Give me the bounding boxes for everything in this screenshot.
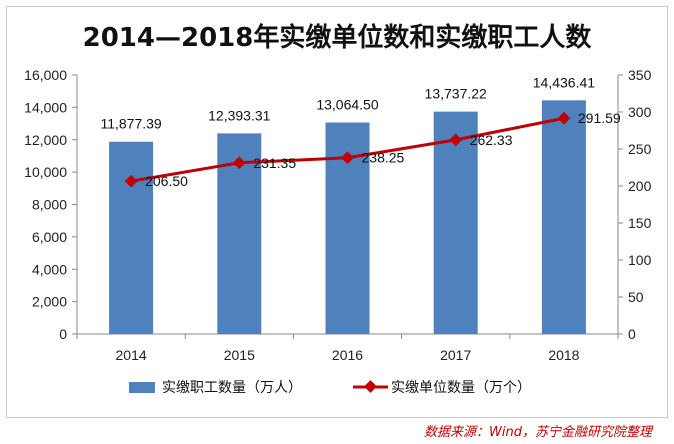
y-left-tick-label: 2,000 <box>32 294 67 310</box>
bar-value-label: 12,393.31 <box>208 107 270 123</box>
bar <box>433 111 478 334</box>
axes: 0 2,000 4,000 6,000 8,000 10,000 12,000 14,000 1… <box>24 67 651 363</box>
y-left-tick-label: 12,000 <box>24 132 67 148</box>
y-right-tick-label: 200 <box>628 178 652 194</box>
y-left-tick-label: 10,000 <box>24 164 67 180</box>
y-right-tick-label: 300 <box>628 104 652 120</box>
y-left-tick-label: 16,000 <box>24 67 67 83</box>
bar-value-label: 13,737.22 <box>425 86 487 102</box>
legend-bar-label: 实缴职工数量（万人） <box>162 380 302 396</box>
y-right-tick-label: 350 <box>628 67 652 83</box>
legend: 实缴职工数量（万人） 实缴单位数量（万个） <box>129 380 531 396</box>
line-value-label: 262.33 <box>470 132 513 148</box>
line-marker <box>232 156 246 170</box>
bar <box>109 141 154 334</box>
y-left-tick-label: 0 <box>59 326 67 342</box>
x-tick-label: 2018 <box>548 347 579 363</box>
chart-frame <box>6 6 668 418</box>
legend-bar-swatch <box>129 382 155 393</box>
bar-series <box>109 100 586 335</box>
data-labels: 11,877.39 12,393.31 13,064.50 13,737.22 14,4… <box>100 74 620 189</box>
line-value-label: 231.35 <box>253 155 296 171</box>
bar-value-label: 11,877.39 <box>100 116 161 132</box>
legend-line-label: 实缴单位数量（万个） <box>391 380 531 396</box>
x-tick-label: 2014 <box>116 347 147 363</box>
x-tick-label: 2015 <box>224 347 255 363</box>
bar-value-label: 14,436.41 <box>533 74 595 90</box>
chart-title: 2014—2018年实缴单位数和实缴职工人数 <box>83 22 593 53</box>
bar-value-label: 13,064.50 <box>316 97 378 113</box>
y-left-tick-label: 14,000 <box>24 99 67 115</box>
line-value-label: 206.50 <box>145 173 188 189</box>
x-tick-label: 2017 <box>440 347 471 363</box>
y-left-tick-label: 4,000 <box>32 261 67 277</box>
source-note: 数据来源：Wind，苏宁金融研究院整理 <box>424 424 654 440</box>
y-right-tick-label: 150 <box>628 215 652 231</box>
y-left-tick-label: 6,000 <box>32 229 67 245</box>
line-value-label: 291.59 <box>578 110 621 126</box>
y-right-tick-label: 250 <box>628 141 652 157</box>
line-marker <box>341 151 354 165</box>
y-right-tick-label: 50 <box>628 289 644 305</box>
bar <box>541 100 586 335</box>
line-marker <box>124 174 138 188</box>
y-left-tick-label: 8,000 <box>32 197 67 213</box>
legend-line-marker <box>364 380 377 393</box>
x-tick-label: 2016 <box>332 347 363 363</box>
line-value-label: 238.25 <box>362 150 405 166</box>
y-right-tick-label: 100 <box>628 252 652 268</box>
line-marker <box>449 133 463 147</box>
y-right-tick-label: 0 <box>628 326 636 342</box>
